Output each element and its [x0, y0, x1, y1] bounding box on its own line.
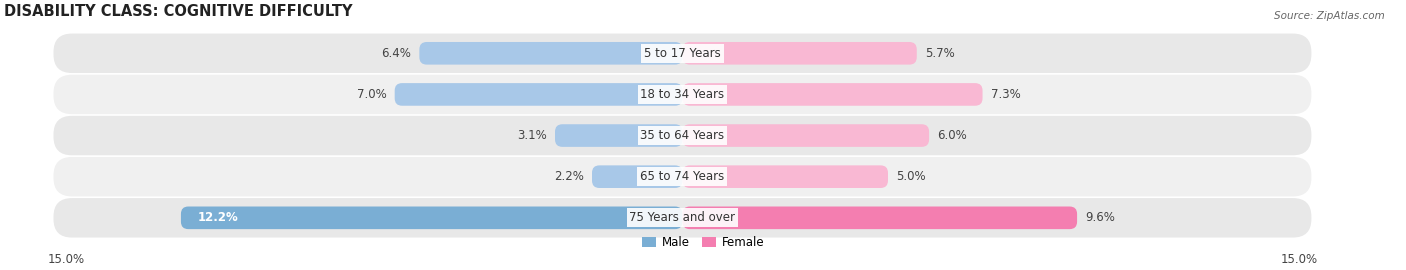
- FancyBboxPatch shape: [53, 157, 1312, 197]
- FancyBboxPatch shape: [181, 207, 682, 229]
- FancyBboxPatch shape: [419, 42, 682, 65]
- FancyBboxPatch shape: [555, 124, 682, 147]
- Text: 65 to 74 Years: 65 to 74 Years: [640, 170, 724, 183]
- Text: 3.1%: 3.1%: [517, 129, 547, 142]
- FancyBboxPatch shape: [53, 116, 1312, 155]
- Text: Source: ZipAtlas.com: Source: ZipAtlas.com: [1274, 11, 1385, 21]
- Text: 6.0%: 6.0%: [938, 129, 967, 142]
- FancyBboxPatch shape: [682, 166, 889, 188]
- Text: 5 to 17 Years: 5 to 17 Years: [644, 47, 721, 60]
- Text: 18 to 34 Years: 18 to 34 Years: [640, 88, 724, 101]
- FancyBboxPatch shape: [682, 83, 983, 106]
- Text: 12.2%: 12.2%: [197, 211, 238, 224]
- FancyBboxPatch shape: [53, 75, 1312, 114]
- FancyBboxPatch shape: [395, 83, 682, 106]
- Text: 5.0%: 5.0%: [896, 170, 925, 183]
- Text: 7.0%: 7.0%: [357, 88, 387, 101]
- FancyBboxPatch shape: [682, 207, 1077, 229]
- Text: 2.2%: 2.2%: [554, 170, 583, 183]
- FancyBboxPatch shape: [592, 166, 682, 188]
- Text: 6.4%: 6.4%: [381, 47, 411, 60]
- FancyBboxPatch shape: [53, 198, 1312, 238]
- Text: 35 to 64 Years: 35 to 64 Years: [640, 129, 724, 142]
- Text: 5.7%: 5.7%: [925, 47, 955, 60]
- Text: 75 Years and over: 75 Years and over: [630, 211, 735, 224]
- FancyBboxPatch shape: [682, 42, 917, 65]
- FancyBboxPatch shape: [53, 33, 1312, 73]
- Text: 7.3%: 7.3%: [991, 88, 1021, 101]
- Text: 9.6%: 9.6%: [1085, 211, 1115, 224]
- Legend: Male, Female: Male, Female: [637, 232, 769, 254]
- Text: DISABILITY CLASS: COGNITIVE DIFFICULTY: DISABILITY CLASS: COGNITIVE DIFFICULTY: [4, 4, 353, 19]
- FancyBboxPatch shape: [682, 124, 929, 147]
